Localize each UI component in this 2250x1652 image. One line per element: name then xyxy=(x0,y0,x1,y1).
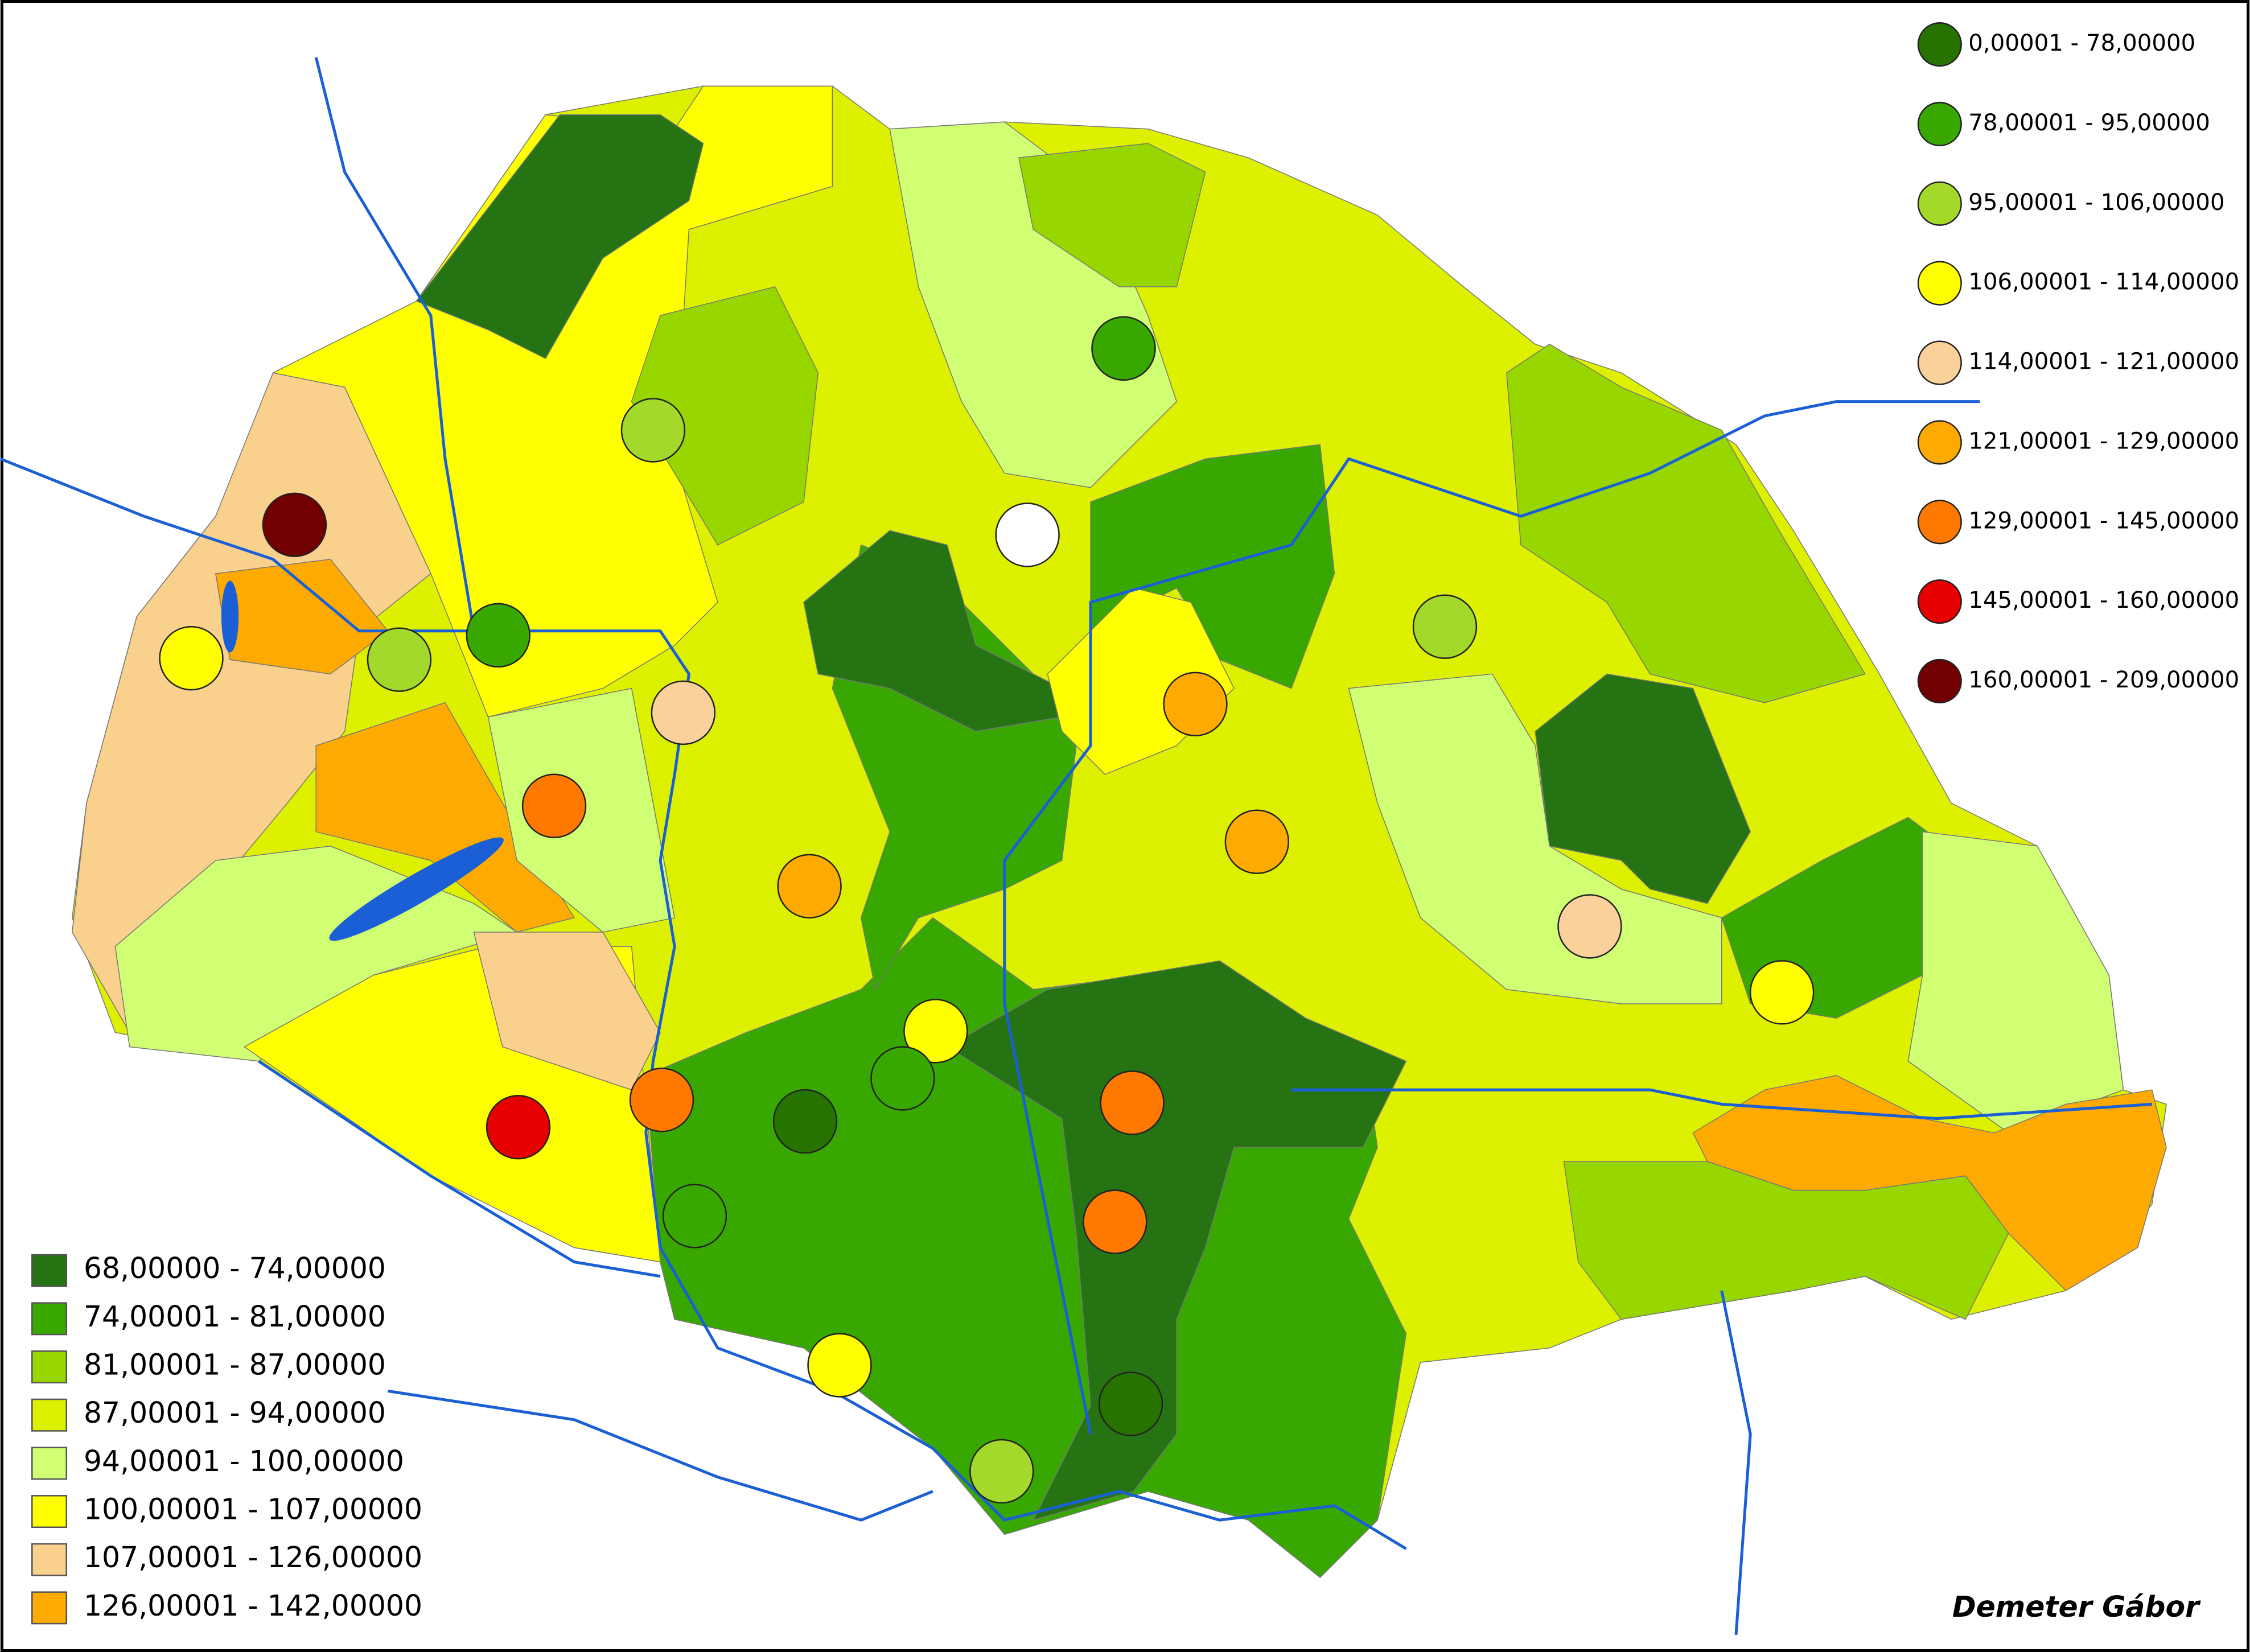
legend-swatch xyxy=(31,1350,68,1384)
legend-symbol xyxy=(1917,658,1962,704)
legend-label: 95,00001 - 106,00000 xyxy=(1968,189,2224,216)
point xyxy=(1083,1189,1147,1254)
point xyxy=(262,492,327,558)
point xyxy=(1100,1070,1165,1135)
point xyxy=(903,999,968,1064)
legend-label: 94,00001 - 100,00000 xyxy=(84,1444,404,1478)
legend-label: 126,00001 - 142,00000 xyxy=(84,1589,422,1622)
point xyxy=(1749,960,1815,1025)
legend-label: 121,00001 - 129,00000 xyxy=(1968,427,2239,454)
region xyxy=(473,932,661,1091)
legend-label: 0,00001 - 78,00000 xyxy=(1968,30,2195,56)
region xyxy=(1348,673,1722,1004)
region xyxy=(1535,673,1751,904)
legend-label: 68,00000 - 74,00000 xyxy=(84,1251,386,1285)
river xyxy=(1291,1088,2152,1120)
legend-symbol xyxy=(1917,579,1962,624)
point xyxy=(772,1089,838,1154)
region xyxy=(315,702,575,933)
river xyxy=(387,1389,933,1522)
point xyxy=(995,502,1060,567)
river xyxy=(1764,400,1980,418)
point xyxy=(1557,894,1622,959)
point xyxy=(969,1439,1034,1504)
rivers xyxy=(0,57,2152,1635)
legend-symbol xyxy=(1917,261,1962,306)
point xyxy=(870,1046,935,1111)
point xyxy=(651,680,716,745)
legend-swatch xyxy=(31,1543,68,1576)
river xyxy=(1720,1290,1752,1635)
point xyxy=(466,603,530,668)
river xyxy=(0,458,1407,1550)
legend-swatch xyxy=(31,1447,68,1480)
legend-symbol xyxy=(1917,340,1962,385)
point xyxy=(1224,809,1290,874)
legend-label: 100,00001 - 107,00000 xyxy=(84,1493,422,1526)
point xyxy=(367,627,432,692)
point xyxy=(777,854,842,919)
region xyxy=(416,114,704,359)
author: Demeter Gábor xyxy=(1952,1590,2201,1624)
legend-symbol xyxy=(1917,22,1962,67)
legend-label: 114,00001 - 121,00000 xyxy=(1968,348,2239,375)
point xyxy=(620,398,686,463)
points xyxy=(159,316,1815,1504)
legend-swatch xyxy=(31,1254,68,1287)
legend-label: 160,00001 - 209,00000 xyxy=(1968,666,2239,693)
point xyxy=(1098,1371,1163,1436)
legend-label: 78,00001 - 95,00000 xyxy=(1968,109,2210,136)
region xyxy=(1563,1161,2009,1320)
legend-symbol xyxy=(1917,101,1962,147)
point xyxy=(1412,594,1478,659)
regions xyxy=(72,85,2167,1578)
river xyxy=(1003,414,1766,1435)
legend-label: 87,00001 - 94,00000 xyxy=(84,1396,386,1429)
legend-symbol xyxy=(1917,500,1962,545)
legend-swatch xyxy=(31,1398,68,1432)
lake xyxy=(329,837,504,941)
point xyxy=(1163,671,1228,737)
legends: 0,00001 - 78,00000 78,00001 - 95,00000 95,… xyxy=(31,22,2239,1625)
point xyxy=(486,1094,551,1160)
point xyxy=(662,1184,727,1249)
legend-swatch xyxy=(31,1591,68,1625)
legend-symbol xyxy=(1917,420,1962,465)
legend-swatch xyxy=(31,1495,68,1529)
legend-label: 129,00001 - 145,00000 xyxy=(1968,507,2239,534)
legend-label: 107,00001 - 126,00000 xyxy=(84,1540,422,1574)
legend-symbol xyxy=(1917,181,1962,226)
region xyxy=(1018,143,1206,287)
region xyxy=(946,960,1407,1521)
point xyxy=(807,1333,872,1398)
legend-label: 81,00001 - 87,00000 xyxy=(84,1348,386,1382)
legend-swatch xyxy=(31,1302,68,1336)
lake xyxy=(221,580,239,653)
legend-label: 74,00001 - 81,00000 xyxy=(84,1300,386,1333)
river xyxy=(314,57,475,632)
point xyxy=(159,625,224,691)
legend-label: 145,00001 - 160,00000 xyxy=(1968,587,2239,613)
legend-label: 106,00001 - 114,00000 xyxy=(1968,269,2239,295)
point xyxy=(521,773,587,838)
point xyxy=(1091,316,1156,381)
river xyxy=(258,1060,661,1278)
region xyxy=(1506,343,1866,703)
point xyxy=(629,1068,694,1132)
